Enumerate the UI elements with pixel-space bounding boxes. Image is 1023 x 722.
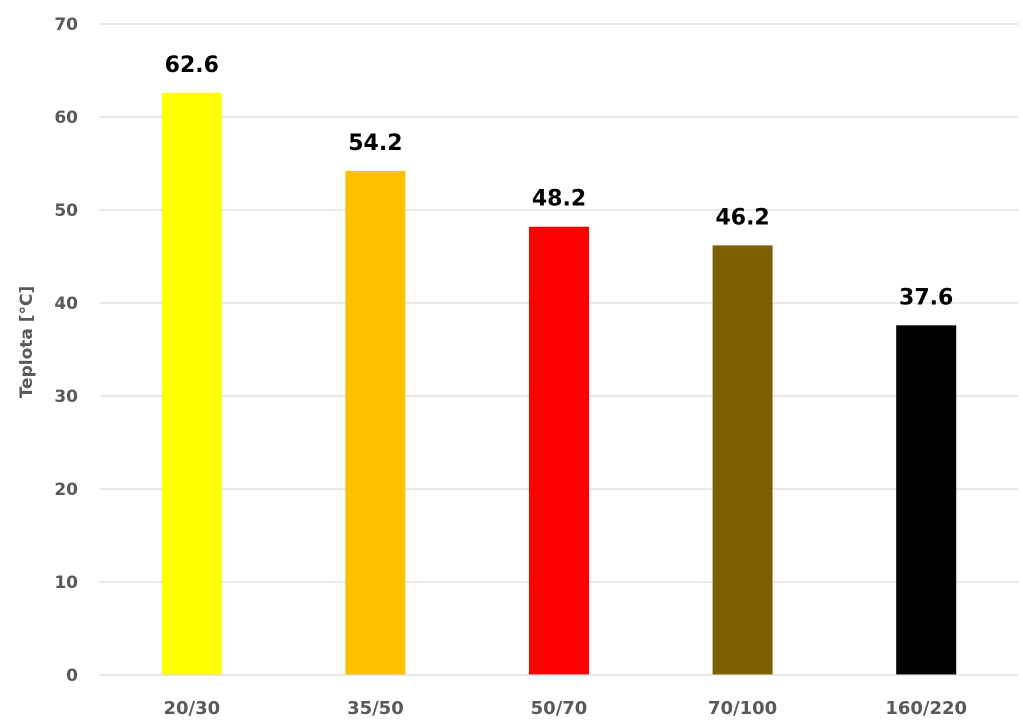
y-tick-label: 10 <box>54 573 78 593</box>
y-axis-title: Teplota [°C] <box>17 286 37 399</box>
y-tick-label: 70 <box>54 15 78 35</box>
bar-value-label: 46.2 <box>715 205 769 230</box>
bar-value-label: 54.2 <box>348 131 402 156</box>
data-labels: 62.6 54.2 48.2 46.2 37.6 <box>165 53 954 311</box>
y-tick-label: 60 <box>54 108 78 128</box>
y-tick-label: 20 <box>54 480 78 500</box>
x-category-label: 20/30 <box>163 698 220 719</box>
x-category-label: 70/100 <box>708 698 777 719</box>
bar <box>529 226 589 676</box>
bar <box>345 170 406 675</box>
x-axis-categories: 20/30 35/50 50/70 70/100 160/220 <box>163 698 967 719</box>
bar-value-label: 37.6 <box>899 285 953 310</box>
bar-value-label: 62.6 <box>165 53 219 78</box>
y-tick-label: 0 <box>66 666 78 686</box>
bar <box>161 92 222 675</box>
y-tick-label: 50 <box>54 201 78 221</box>
y-axis-ticks: 0 10 20 30 40 50 60 70 <box>54 15 78 686</box>
y-tick-label: 40 <box>54 294 78 314</box>
bar <box>896 325 957 675</box>
x-category-label: 160/220 <box>885 698 967 719</box>
y-tick-label: 30 <box>54 387 78 407</box>
bars <box>161 92 957 676</box>
bar-value-label: 48.2 <box>532 187 586 212</box>
x-category-label: 50/70 <box>531 698 588 719</box>
x-category-label: 35/50 <box>347 698 404 719</box>
bar <box>712 245 773 675</box>
